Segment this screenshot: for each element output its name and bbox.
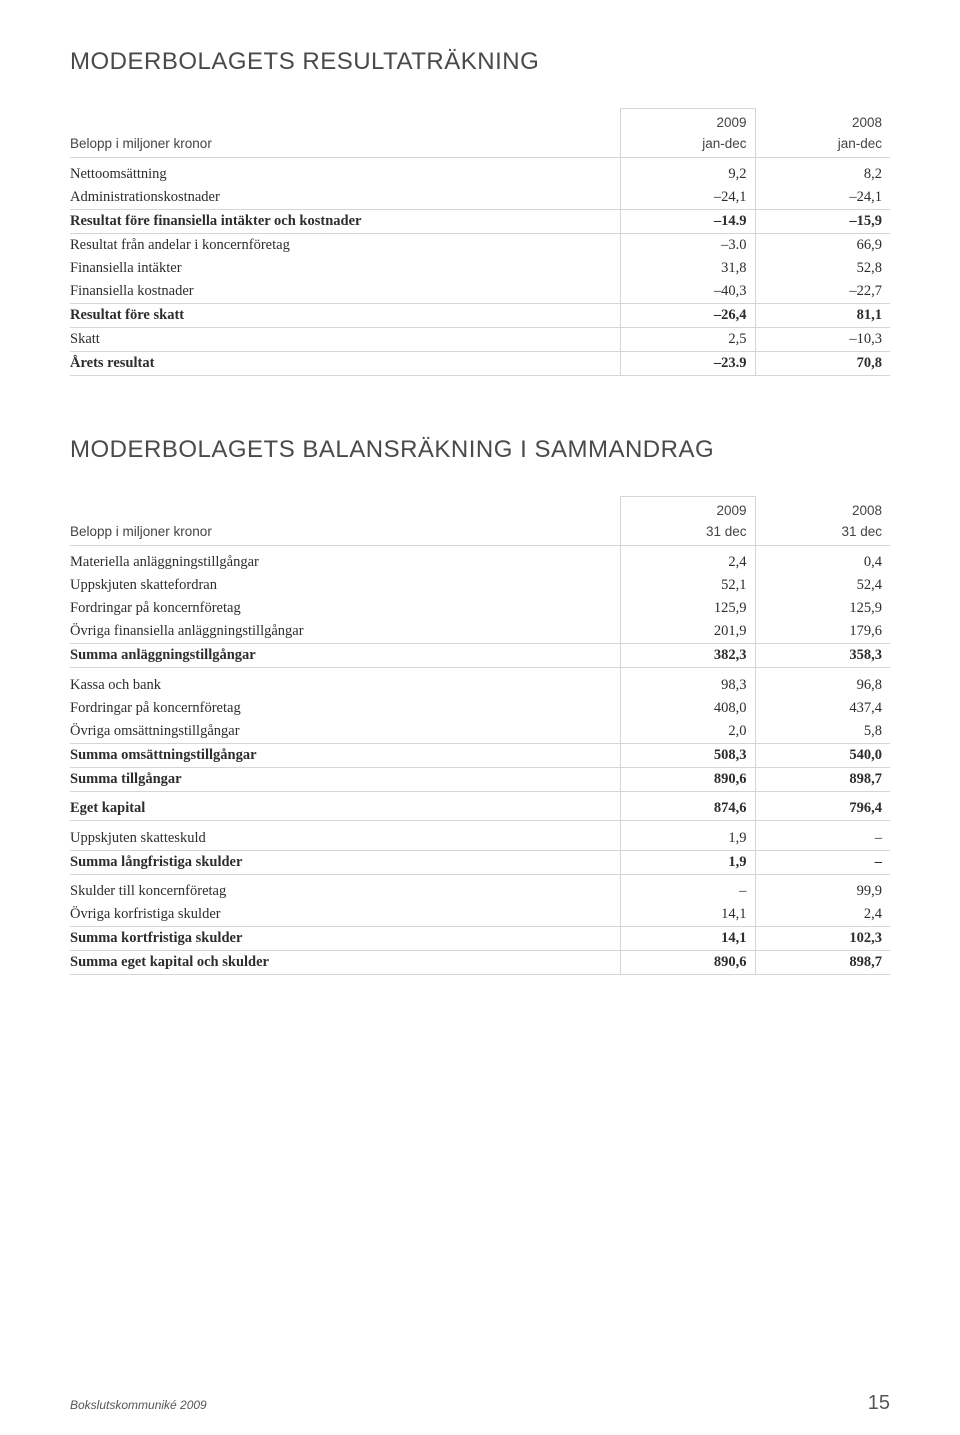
row-val-2008: 0,4 bbox=[755, 546, 890, 575]
row-val-2009: 9,2 bbox=[620, 158, 755, 187]
row-val-2008: 2,4 bbox=[755, 903, 890, 927]
row-val-2009: 14,1 bbox=[620, 903, 755, 927]
col1-year: 2009 bbox=[620, 109, 755, 137]
col1-sub: jan-dec bbox=[620, 136, 755, 158]
col2-sub: jan-dec bbox=[755, 136, 890, 158]
balance-table: 20092008Belopp i miljoner kronor31 dec31… bbox=[70, 496, 890, 975]
row-val-2008: 125,9 bbox=[755, 597, 890, 620]
row-val-2009: 2,4 bbox=[620, 546, 755, 575]
row-label: Övriga finansiella anläggningstillgångar bbox=[70, 620, 620, 644]
row-val-2008: 81,1 bbox=[755, 304, 890, 328]
row-label: Administrationskostnader bbox=[70, 186, 620, 210]
row-val-2008: 99,9 bbox=[755, 880, 890, 903]
row-val-2008: 437,4 bbox=[755, 697, 890, 720]
col1-sub: 31 dec bbox=[620, 524, 755, 546]
col2-sub: 31 dec bbox=[755, 524, 890, 546]
row-label: Skatt bbox=[70, 328, 620, 352]
row-val-2009: 201,9 bbox=[620, 620, 755, 644]
row-val-2008: 5,8 bbox=[755, 720, 890, 744]
row-val-2009: –23.9 bbox=[620, 352, 755, 376]
row-label: Fordringar på koncernföretag bbox=[70, 697, 620, 720]
col1-year: 2009 bbox=[620, 497, 755, 525]
row-val-2009: 2,5 bbox=[620, 328, 755, 352]
row-label: Kassa och bank bbox=[70, 674, 620, 697]
row-label: Finansiella kostnader bbox=[70, 280, 620, 304]
row-val-2008: – bbox=[755, 827, 890, 851]
row-val-2009: –40,3 bbox=[620, 280, 755, 304]
row-val-2008: 796,4 bbox=[755, 797, 890, 821]
row-label: Uppskjuten skatteskuld bbox=[70, 827, 620, 851]
row-val-2009: 14,1 bbox=[620, 927, 755, 951]
row-label: Nettoomsättning bbox=[70, 158, 620, 187]
row-val-2009: 382,3 bbox=[620, 644, 755, 668]
income-title: MODERBOLAGETS RESULTATRÄKNING bbox=[70, 48, 890, 76]
row-label: Resultat före skatt bbox=[70, 304, 620, 328]
row-val-2008: 102,3 bbox=[755, 927, 890, 951]
row-val-2009: –3.0 bbox=[620, 234, 755, 258]
row-val-2009: 125,9 bbox=[620, 597, 755, 620]
row-val-2009: 98,3 bbox=[620, 674, 755, 697]
row-val-2008: 66,9 bbox=[755, 234, 890, 258]
row-label: Summa kortfristiga skulder bbox=[70, 927, 620, 951]
row-val-2009: 31,8 bbox=[620, 257, 755, 280]
row-label: Resultat från andelar i koncernföretag bbox=[70, 234, 620, 258]
row-val-2009: 1,9 bbox=[620, 827, 755, 851]
row-val-2009: 52,1 bbox=[620, 574, 755, 597]
page-footer: Bokslutskommuniké 2009 15 bbox=[70, 1392, 890, 1415]
row-val-2008: 52,8 bbox=[755, 257, 890, 280]
row-val-2008: 179,6 bbox=[755, 620, 890, 644]
row-val-2008: 96,8 bbox=[755, 674, 890, 697]
row-val-2008: 898,7 bbox=[755, 951, 890, 975]
row-val-2009: –24,1 bbox=[620, 186, 755, 210]
row-label: Eget kapital bbox=[70, 797, 620, 821]
row-label: Skulder till koncernföretag bbox=[70, 880, 620, 903]
row-label: Summa långfristiga skulder bbox=[70, 850, 620, 874]
row-label: Fordringar på koncernföretag bbox=[70, 597, 620, 620]
row-val-2009: 890,6 bbox=[620, 951, 755, 975]
row-val-2009: 2,0 bbox=[620, 720, 755, 744]
balance-title: MODERBOLAGETS BALANSRÄKNING I SAMMANDRAG bbox=[70, 436, 890, 464]
table-row-label-header: Belopp i miljoner kronor bbox=[70, 136, 620, 158]
row-val-2008: –10,3 bbox=[755, 328, 890, 352]
row-val-2008: 898,7 bbox=[755, 767, 890, 791]
row-val-2008: 540,0 bbox=[755, 743, 890, 767]
row-val-2008: – bbox=[755, 850, 890, 874]
row-val-2009: – bbox=[620, 880, 755, 903]
row-label: Materiella anläggningstillgångar bbox=[70, 546, 620, 575]
row-val-2008: –22,7 bbox=[755, 280, 890, 304]
row-val-2008: 70,8 bbox=[755, 352, 890, 376]
row-label: Årets resultat bbox=[70, 352, 620, 376]
row-val-2008: 52,4 bbox=[755, 574, 890, 597]
footer-page-number: 15 bbox=[868, 1392, 890, 1415]
row-label: Summa tillgångar bbox=[70, 767, 620, 791]
row-val-2009: 508,3 bbox=[620, 743, 755, 767]
row-label: Uppskjuten skattefordran bbox=[70, 574, 620, 597]
col2-year: 2008 bbox=[755, 497, 890, 525]
row-val-2008: –15,9 bbox=[755, 210, 890, 234]
row-val-2009: –14.9 bbox=[620, 210, 755, 234]
col2-year: 2008 bbox=[755, 109, 890, 137]
row-label: Summa anläggningstillgångar bbox=[70, 644, 620, 668]
row-label: Finansiella intäkter bbox=[70, 257, 620, 280]
row-val-2008: 358,3 bbox=[755, 644, 890, 668]
row-label: Summa omsättningstillgångar bbox=[70, 743, 620, 767]
income-table: 20092008Belopp i miljoner kronorjan-decj… bbox=[70, 108, 890, 376]
row-label: Övriga omsättningstillgångar bbox=[70, 720, 620, 744]
row-label: Summa eget kapital och skulder bbox=[70, 951, 620, 975]
footer-doc-title: Bokslutskommuniké 2009 bbox=[70, 1398, 207, 1412]
row-val-2009: 890,6 bbox=[620, 767, 755, 791]
row-val-2009: 1,9 bbox=[620, 850, 755, 874]
row-label: Övriga korfristiga skulder bbox=[70, 903, 620, 927]
row-val-2008: –24,1 bbox=[755, 186, 890, 210]
row-label: Resultat före finansiella intäkter och k… bbox=[70, 210, 620, 234]
row-val-2009: 408,0 bbox=[620, 697, 755, 720]
row-val-2008: 8,2 bbox=[755, 158, 890, 187]
row-val-2009: –26,4 bbox=[620, 304, 755, 328]
row-val-2009: 874,6 bbox=[620, 797, 755, 821]
table-row-label-header: Belopp i miljoner kronor bbox=[70, 524, 620, 546]
